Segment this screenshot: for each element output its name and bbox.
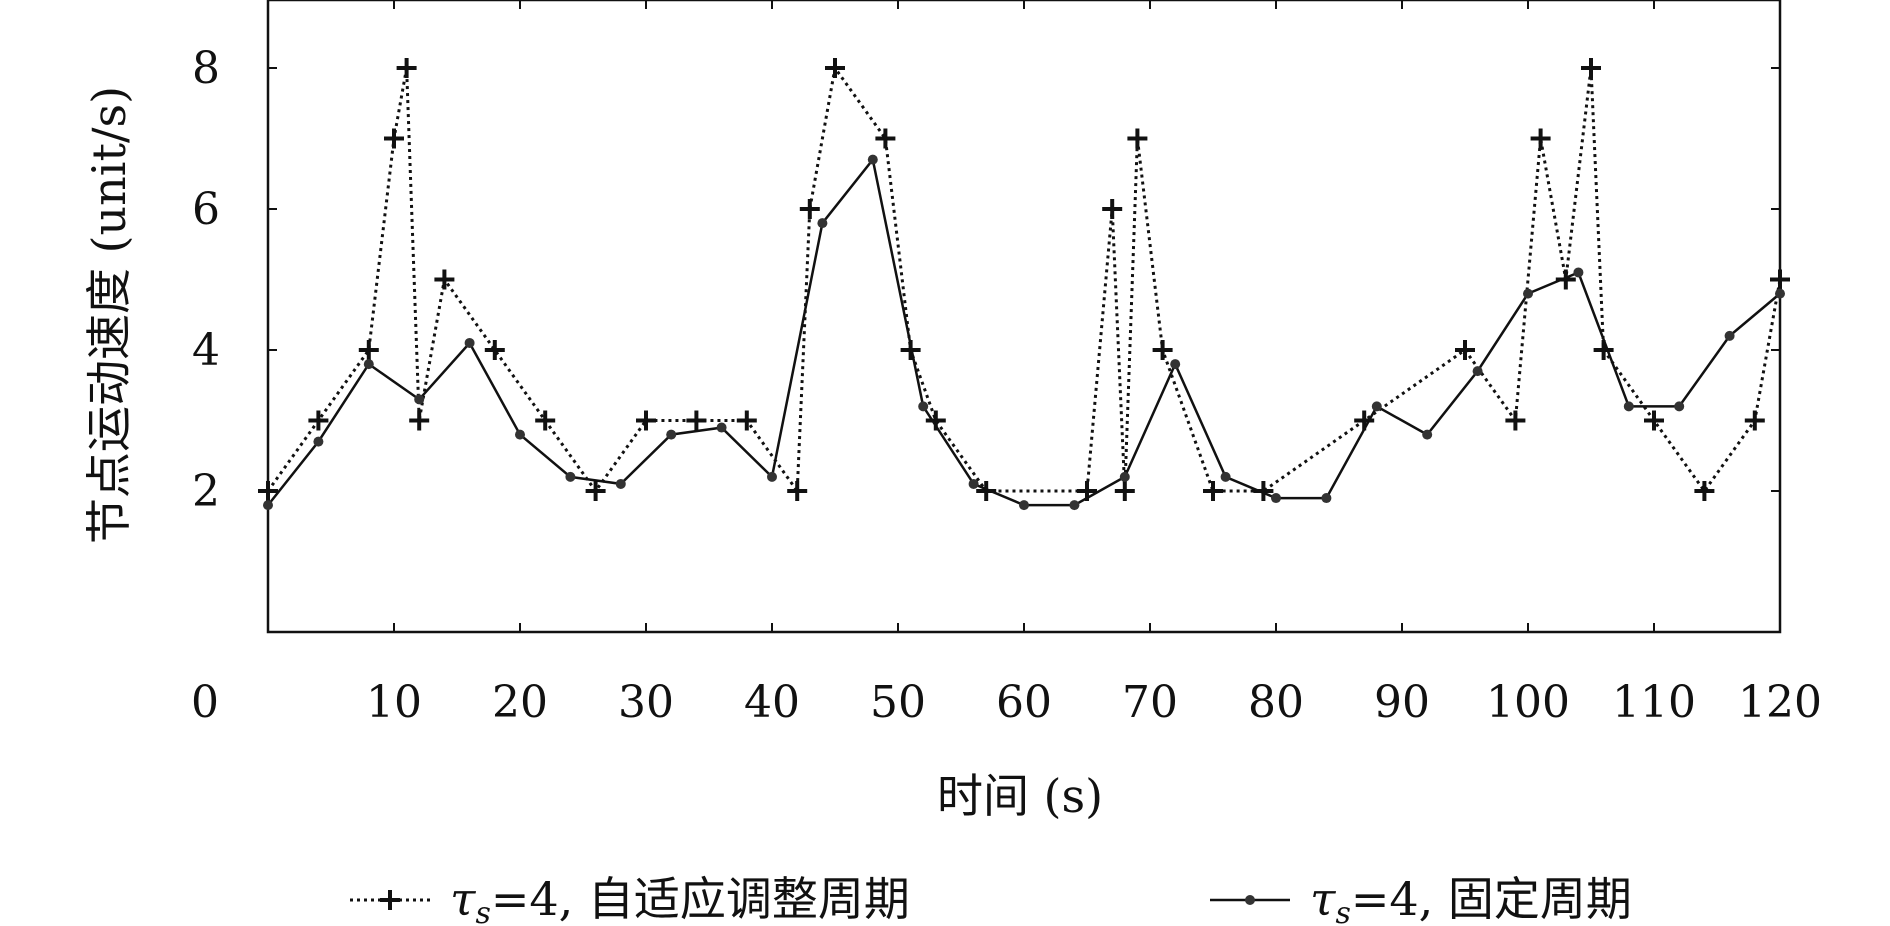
data-point-plus	[535, 410, 556, 431]
data-point-dot	[1674, 401, 1685, 412]
data-point-plus	[1505, 410, 1526, 431]
data-point-plus	[396, 58, 417, 78]
data-point-plus	[1593, 340, 1614, 360]
data-point-dot	[615, 478, 626, 489]
data-point-plus	[409, 410, 430, 431]
data-point-plus	[1203, 481, 1223, 501]
data-point-plus	[1644, 410, 1664, 431]
data-point-dot	[1019, 500, 1029, 511]
data-point-plus	[1152, 340, 1173, 360]
data-point-plus	[799, 199, 820, 219]
data-point-dot	[716, 422, 727, 433]
data-point-plus	[1102, 199, 1123, 219]
y-tick-label: 2	[192, 466, 220, 517]
data-point-dot	[767, 471, 777, 482]
x-tick-label: 120	[1738, 677, 1822, 728]
data-point-plus	[875, 128, 896, 149]
x-tick-label: 50	[870, 677, 926, 728]
x-tick-label: 80	[1248, 677, 1304, 728]
x-tick-label: 20	[492, 677, 548, 728]
data-point-dot	[1775, 288, 1785, 299]
x-tick-label: 110	[1612, 677, 1696, 728]
x-tick-label: 10	[366, 677, 422, 728]
data-point-plus	[686, 410, 707, 431]
data-point-dot	[1422, 429, 1433, 440]
series-line	[266, 64, 1782, 496]
x-tick-label: 30	[618, 677, 674, 728]
x-tick-label: 90	[1374, 677, 1430, 728]
data-point-dot	[1321, 493, 1332, 504]
data-point-plus	[825, 58, 845, 78]
plot-frame	[266, 0, 1782, 634]
series-layer	[258, 58, 1790, 511]
series-fixed	[263, 154, 1785, 511]
data-point-dot	[565, 471, 576, 482]
data-point-plus	[787, 481, 808, 501]
legend: τs=4, 自适应调整周期 τs=4, 固定周期	[350, 872, 1632, 926]
legend-item: τs=4, 固定周期	[1210, 872, 1632, 926]
x-tick-label: 100	[1486, 677, 1570, 728]
data-point-dot	[1523, 288, 1533, 299]
data-point-dot	[1623, 401, 1634, 412]
data-point-dot	[464, 337, 475, 348]
data-point-dot	[1271, 493, 1281, 504]
legend-item: τs=4, 自适应调整周期	[350, 872, 910, 926]
y-tick-label: 8	[192, 43, 220, 94]
data-point-plus	[736, 410, 757, 431]
data-point-plus	[258, 481, 278, 501]
data-point-dot	[263, 500, 273, 511]
data-point-plus	[1455, 340, 1475, 360]
data-point-dot	[817, 218, 828, 229]
data-point-plus	[1744, 410, 1765, 431]
data-point-dot	[867, 154, 878, 165]
x-tick-label: 70	[1122, 677, 1178, 728]
data-point-dot	[1371, 401, 1382, 412]
data-point-dot	[1472, 366, 1483, 377]
series-adaptive	[258, 58, 1790, 501]
data-point-plus	[585, 481, 606, 501]
axes: 0 10 20 30 40 50 60 70 80 90 100 110 120 2 4 6 8	[191, 0, 1822, 728]
y-axis-label: 节点运动速度 (unit/s)	[82, 86, 136, 544]
data-point-dot	[968, 478, 979, 489]
data-point-plus	[1770, 269, 1790, 290]
data-point-dot	[1220, 471, 1231, 482]
data-point-plus	[380, 890, 400, 910]
data-point-dot	[1245, 895, 1255, 905]
data-point-dot	[313, 436, 324, 447]
x-tick-label: 60	[996, 677, 1052, 728]
data-point-dot	[918, 401, 929, 412]
data-point-plus	[384, 128, 404, 149]
legend-label: τs=4, 自适应调整周期	[450, 872, 910, 926]
data-point-plus	[1694, 481, 1715, 501]
y-tick-label: 4	[192, 325, 220, 376]
data-point-dot	[1170, 359, 1181, 370]
data-point-dot	[1724, 330, 1735, 341]
data-point-dot	[666, 429, 677, 440]
data-point-plus	[636, 410, 656, 431]
data-point-dot	[1573, 267, 1584, 278]
data-point-dot	[515, 429, 525, 440]
data-point-plus	[1114, 481, 1135, 501]
data-point-plus	[1530, 128, 1551, 149]
legend-label: τs=4, 固定周期	[1310, 872, 1632, 926]
data-point-dot	[414, 394, 425, 405]
data-point-plus	[434, 269, 455, 290]
data-point-dot	[1119, 471, 1130, 482]
x-axis-label: 时间 (s)	[937, 769, 1103, 823]
data-point-plus	[308, 410, 329, 431]
data-point-dot	[363, 359, 374, 370]
data-point-plus	[1581, 58, 1601, 78]
y-tick-label: 6	[192, 184, 220, 235]
data-point-plus	[358, 340, 379, 360]
data-point-plus	[484, 340, 505, 360]
x-tick-label: 40	[744, 677, 800, 728]
data-point-plus	[1127, 128, 1148, 149]
x-tick-label: 0	[191, 677, 219, 728]
data-point-dot	[1069, 500, 1080, 511]
